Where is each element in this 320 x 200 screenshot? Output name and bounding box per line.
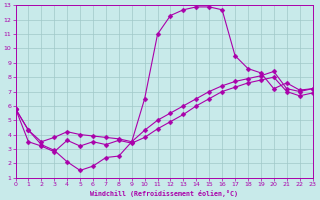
X-axis label: Windchill (Refroidissement éolien,°C): Windchill (Refroidissement éolien,°C) bbox=[90, 190, 238, 197]
